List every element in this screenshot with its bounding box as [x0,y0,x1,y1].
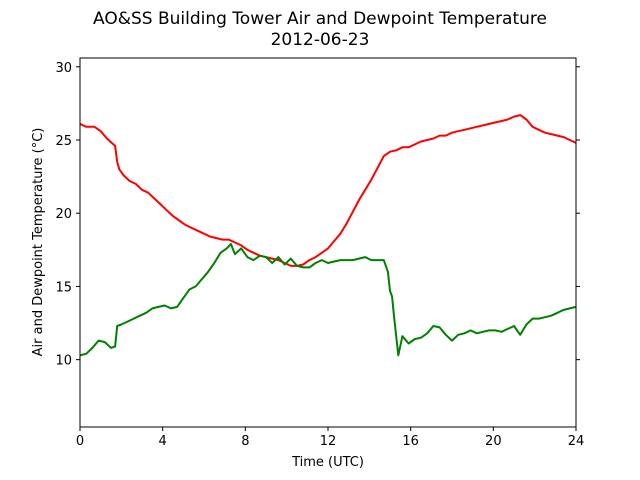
x-tick-label: 24 [568,434,585,449]
x-tick-label: 0 [76,434,84,449]
x-tick-label: 12 [320,434,337,449]
series-line-1 [79,114,577,267]
tick-layer: 0 4 8 12 16 20 24 10 15 20 25 30 [55,61,584,449]
x-tick-label: 20 [485,434,502,449]
y-tick-label: 20 [55,207,72,222]
y-tick-label: 30 [55,61,72,76]
chart-title: AO&SS Building Tower Air and Dewpoint Te… [93,9,547,29]
y-tick-label: 10 [55,354,72,369]
plot-frame [79,57,577,428]
y-tick-label: 15 [55,280,72,295]
series-layer [79,114,577,357]
x-tick-label: 16 [402,434,419,449]
y-tick-label: 25 [55,134,72,149]
y-axis-label: Air and Dewpoint Temperature (°C) [31,128,46,357]
series-line-2 [79,243,577,357]
x-axis-label: Time (UTC) [291,455,364,470]
x-tick-label: 4 [159,434,167,449]
x-tick-label: 8 [241,434,249,449]
chart-subtitle: 2012-06-23 [271,30,370,50]
